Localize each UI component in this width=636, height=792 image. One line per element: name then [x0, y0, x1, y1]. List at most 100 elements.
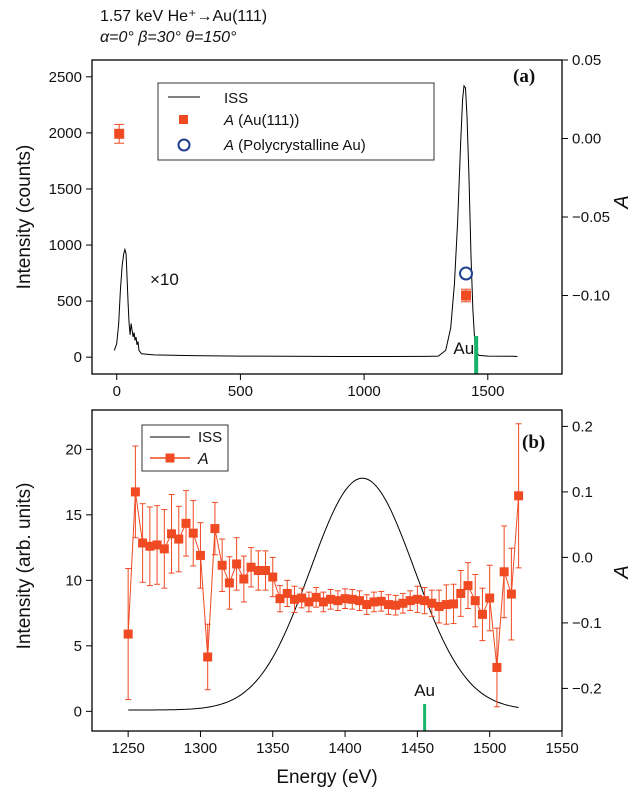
panel-b-asymmetry-points	[123, 423, 524, 708]
legend-au111-square	[179, 115, 188, 124]
panel-a-ytick-left-label: 500	[57, 293, 82, 310]
panel-b-ytick-left-label: 5	[74, 638, 82, 655]
a-point	[369, 597, 379, 607]
panel-b-legend-box	[141, 424, 229, 472]
panel-a-ytick-left-label: 2500	[49, 69, 82, 86]
panel-b-ylabel-right: A	[611, 565, 633, 579]
a-point	[340, 594, 350, 604]
a-point	[477, 609, 487, 619]
panel-b-ytick-right-label: 0.2	[572, 418, 593, 435]
a-point	[398, 598, 408, 608]
a-point	[333, 596, 343, 606]
panel-a-iss-series	[113, 84, 518, 357]
a-point	[224, 578, 234, 588]
panel-a-ytick-left-label: 2000	[49, 125, 82, 142]
panel-a-label: (a)	[513, 66, 535, 87]
panel-a-ytick-right-label: −0.05	[572, 209, 610, 226]
a-point	[362, 600, 372, 610]
panel-b-ytick-left-label: 0	[74, 703, 82, 720]
au-marker-label: Au	[414, 681, 435, 700]
a-point	[289, 594, 299, 604]
legend-poly-circle	[177, 138, 191, 152]
a-point	[391, 600, 401, 610]
panel-a-xtick-label: 1000	[347, 383, 380, 400]
a-point	[412, 594, 422, 604]
a-point	[347, 594, 357, 604]
panel-b: 1250 1300 1350 1400 1450 1500 1550 0 5 10 15 20 −0.2…	[14, 409, 633, 788]
a-au111-point	[461, 290, 472, 301]
panel-b-ytick-left-label: 20	[65, 441, 82, 458]
legend-a-square	[165, 453, 175, 463]
a-point	[268, 572, 278, 582]
panel-b-ticks: 1250 1300 1350 1400 1450 1500 1550 0 5 10 15 20 −0.2…	[65, 418, 601, 757]
a-point	[195, 550, 205, 560]
a-point	[420, 596, 430, 606]
a-point	[275, 594, 285, 604]
a-point	[261, 566, 271, 575]
a-point	[210, 524, 220, 534]
a-point	[492, 662, 502, 672]
legend-iss-label: ISS	[224, 90, 248, 107]
panel-a: 0 500 1000 1500 0 500 1000 1500 2000 2500 −0.10 −0.…	[14, 52, 633, 400]
legend-iss-label: ISS	[198, 429, 222, 446]
panel-b-label: (b)	[522, 432, 545, 453]
header-line-1: 1.57 keV He⁺→Au(111)	[100, 8, 267, 25]
a-point	[470, 596, 480, 606]
panel-b-xtick-label: 1450	[401, 740, 434, 757]
a-point	[405, 596, 415, 606]
a-point	[159, 544, 169, 554]
a-point	[449, 599, 459, 609]
panel-a-asymmetry-points	[114, 123, 474, 303]
a-point	[318, 597, 328, 607]
a-point	[456, 588, 466, 598]
panel-a-ytick-right-label: 0.05	[572, 52, 601, 69]
a-point	[239, 574, 249, 584]
a-point	[232, 559, 242, 569]
a-point	[514, 491, 524, 501]
a-point	[246, 562, 256, 572]
panel-a-frame	[91, 59, 563, 375]
a-point	[152, 540, 162, 550]
a-point	[145, 541, 155, 551]
panel-a-ytick-right-label: −0.10	[572, 288, 610, 305]
a-point	[326, 594, 336, 604]
panel-a-ytick-left-label: 0	[74, 349, 82, 366]
panel-b-ytick-left-label: 10	[65, 572, 82, 589]
a-point	[311, 592, 321, 602]
panel-a-xtick-label: 500	[228, 383, 253, 400]
a-point	[506, 589, 516, 599]
panel-b-ytick-left-label: 15	[65, 507, 82, 524]
panel-b-xlabel: Energy (eV)	[276, 767, 377, 788]
panel-a-ylabel-left: Intensity (counts)	[14, 145, 35, 290]
a-point	[130, 487, 140, 497]
panel-a-ytick-right-label: 0.00	[572, 131, 601, 148]
a-point	[441, 600, 451, 610]
a-point	[188, 528, 198, 538]
panel-b-frame	[91, 409, 563, 732]
panel-a-xtick-label: 0	[113, 383, 121, 400]
a-point	[427, 598, 437, 608]
panel-b-xtick-label: 1350	[256, 740, 289, 757]
a-poly-point	[459, 266, 474, 281]
panel-a-legend-box	[157, 82, 435, 161]
panel-b-legend: ISS A	[141, 424, 229, 472]
a-au111-point	[114, 128, 125, 139]
a-point	[253, 566, 263, 575]
a-point	[376, 596, 386, 606]
a-point	[138, 538, 148, 548]
panel-a-legend: ISS A (Au(111)) A (Polycrystalline Au)	[157, 82, 435, 161]
panel-a-ticks: 0 500 1000 1500 0 500 1000 1500 2000 2500 −0.10 −0.…	[49, 52, 610, 400]
iss-curve	[113, 84, 518, 357]
panel-b-ytick-right-label: 0.1	[572, 484, 593, 501]
panel-b-ytick-right-label: −0.2	[572, 680, 602, 697]
panel-a-ytick-left-label: 1500	[49, 181, 82, 198]
a-point	[297, 593, 307, 603]
panel-b-xtick-label: 1500	[473, 740, 506, 757]
a-point	[123, 629, 133, 639]
panel-b-xtick-label: 1250	[111, 740, 144, 757]
header-line-2: α=0° β=30° θ=150°	[100, 29, 237, 46]
panel-a-au-marker: Au	[453, 336, 479, 374]
au-marker-label: Au	[453, 339, 474, 358]
a-point	[463, 581, 473, 591]
